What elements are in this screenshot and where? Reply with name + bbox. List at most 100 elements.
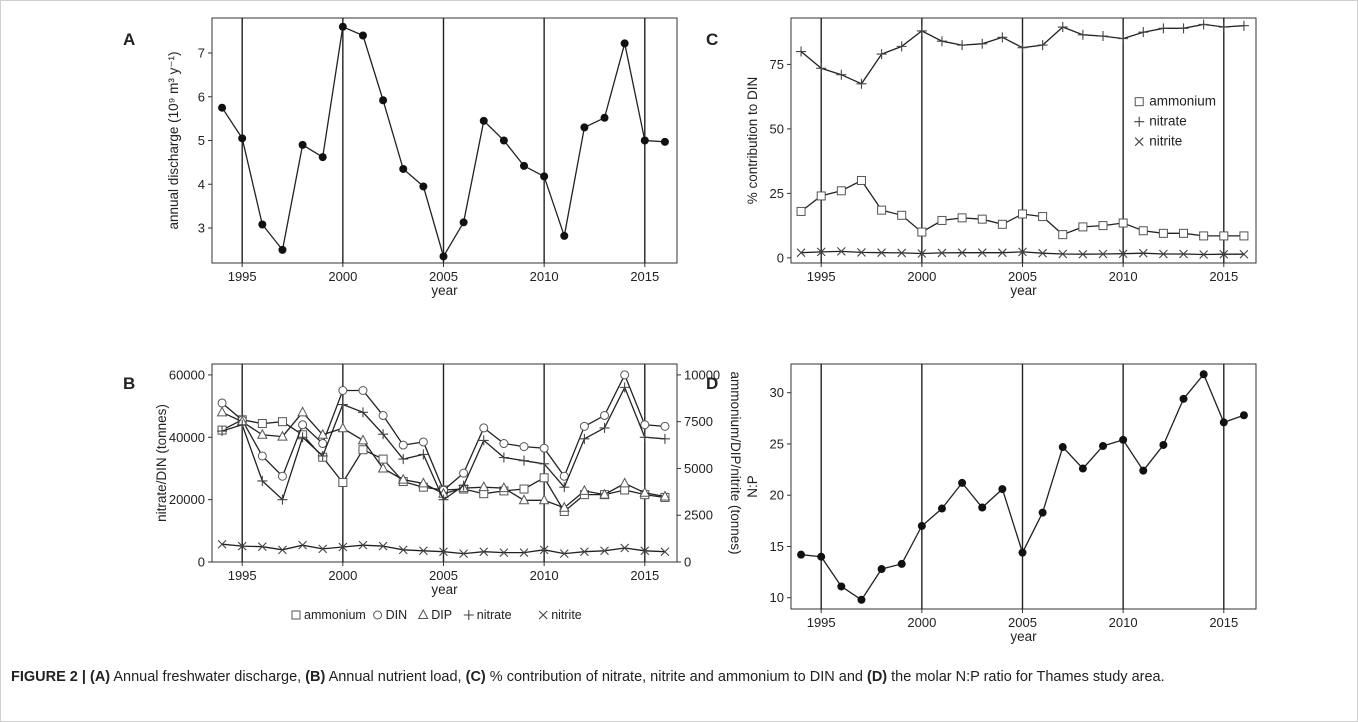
caption-text-d: the molar N:P ratio for Thames study are… (887, 669, 1165, 685)
panel-b-x-axis-label: year (431, 582, 458, 597)
panel-b-y-right-tick-label: 5000 (684, 461, 713, 476)
panel-c-nitrite-point (816, 247, 826, 257)
panel-a-series-point (560, 231, 569, 240)
panel-b-ammonium-point (519, 484, 529, 494)
panel-b-legend-key-dip (417, 608, 429, 619)
panel-d-series-point (1239, 411, 1248, 420)
panel-a-series-point (238, 134, 247, 143)
panel-c-ammonium-point (1158, 228, 1168, 238)
panel-d-series-point (1159, 440, 1168, 449)
panel-c-nitrite-point (857, 248, 866, 257)
caption-tag-b: (B) (305, 669, 326, 685)
panel-b-nitrite-point (459, 549, 469, 558)
panel-b-din-point (640, 420, 650, 430)
panel-b-nitrate-point (599, 422, 610, 433)
panel-c-ammonium-point (877, 205, 887, 215)
panel-d-x-tick-label: 2010 (1109, 615, 1138, 630)
panel-b-dip-point (599, 488, 610, 499)
panel-d-frame (790, 363, 1257, 610)
panel-c-nitrite-point (977, 248, 987, 258)
panel-c-nitrate-point (1118, 33, 1129, 44)
panel-c-nitrite-point (1199, 250, 1209, 259)
panel-b-nitrite-point (378, 541, 388, 551)
panel-c-nitrite-point (1078, 249, 1088, 259)
panel-a-series-point (660, 137, 669, 146)
panel-d-y-tick-label: 30 (770, 385, 784, 400)
caption-tag-a: (A) (90, 669, 111, 685)
panel-b-dip-point (297, 406, 308, 417)
panel-c-nitrate-point (1218, 22, 1229, 33)
panel-b-din-point (277, 471, 287, 481)
panel-b-din-point (519, 442, 529, 452)
panel-c-nitrate-point (1037, 40, 1048, 51)
panel-c-nitrate-point (876, 49, 887, 60)
panel-c-nitrite-point (957, 248, 967, 258)
panel-b-ammonium-point (378, 454, 388, 464)
panel-b-din-point (600, 410, 610, 420)
panel-b-y-right-tick-label: 0 (684, 555, 691, 570)
panel-b-y-tick-label: 20000 (169, 492, 205, 507)
panel-b-nitrate-point (438, 494, 449, 505)
panel-a-series-point (459, 218, 468, 227)
panel-d-series-point (958, 478, 967, 487)
panel-c-nitrite-point (1018, 247, 1027, 257)
panel-c-nitrite-point (1239, 249, 1249, 259)
panel-d-y-tick-label: 25 (770, 436, 784, 451)
panel-d-series-point (937, 504, 946, 513)
panel-b-x-tick-label: 2005 (429, 568, 458, 583)
panel-a-series-point (580, 123, 589, 132)
panel-c-nitrate-point (856, 78, 867, 89)
panel-d-x-tick-label: 2005 (1008, 615, 1037, 630)
panel-c-nitrite-point (1179, 249, 1188, 259)
panel-b-nitrate-point (337, 399, 348, 410)
panel-a-series-point (358, 31, 367, 40)
panel-label-b: B (123, 374, 135, 393)
panel-c-plot: 1995 2000 2005 2010 2015 year 0 25 50 75 % contrib… (745, 17, 1257, 298)
panel-b-legend-label-nitrite: nitrite (551, 608, 582, 622)
panel-b-din-point (318, 439, 328, 449)
panel-c-ammonium-point (856, 175, 866, 185)
panel-c-y-tick-label: 75 (770, 57, 784, 72)
panel-c-ammonium-point (796, 206, 806, 216)
panel-d-series-point (877, 565, 886, 574)
panel-c-nitrate-point (1238, 20, 1249, 31)
panel-d-series-point (1038, 508, 1047, 517)
panel-b-legend-label-ammonium: ammonium (304, 608, 366, 622)
panel-b-nitrite-point (580, 547, 589, 557)
panel-c-ammonium-point (1078, 222, 1088, 232)
panel-b-dip-point (337, 422, 349, 433)
panel-b-nitrite-point (237, 541, 247, 551)
panel-b-din-point (378, 410, 388, 420)
panel-b-din-point (338, 386, 348, 396)
panel-d-x-tick-label: 1995 (807, 615, 836, 630)
panel-a-series-point (620, 39, 629, 48)
panel-b-ammonium-point (277, 417, 287, 427)
panel-b-plot: 1995 2000 2005 2010 2015 year 0 20000 40000 60000… (154, 363, 743, 622)
panel-c-ammonium-point (997, 219, 1007, 229)
panel-a-y-tick-label: 3 (198, 221, 205, 236)
panel-d-series-point (897, 559, 906, 568)
panel-a-series-point (338, 22, 347, 31)
panel-a-series-point (399, 164, 408, 173)
panel-a-y-tick-label: 4 (198, 177, 205, 192)
panel-a-series-point (540, 172, 549, 181)
panel-b-nitrate-point (357, 407, 368, 418)
panel-b-x-tick-label: 2015 (630, 568, 659, 583)
panel-b-nitrate-point (559, 482, 570, 493)
panel-c-legend-label-nitrite: nitrite (1149, 134, 1182, 149)
panel-b-nitrate-point (217, 426, 228, 437)
panel-d-series-point (1119, 435, 1128, 444)
panel-c-nitrate-point (896, 41, 907, 52)
panel-a-x-tick-label: 2005 (429, 269, 458, 284)
panel-b-legend-label-nitrate: nitrate (477, 608, 512, 622)
panel-b-y-tick-label: 40000 (169, 430, 205, 445)
panel-c-nitrate-point (816, 63, 827, 74)
panel-b-dip-point (397, 473, 409, 484)
panel-b-nitrate-point (237, 419, 248, 430)
panel-c-nitrate-point (1138, 27, 1149, 38)
panel-d-x-axis-label: year (1010, 629, 1037, 644)
panel-d-series-point (1179, 394, 1188, 403)
panel-d-series-point (857, 595, 866, 604)
panel-b-nitrite-point (257, 542, 267, 552)
panel-c-nitrate-point (1158, 23, 1169, 34)
